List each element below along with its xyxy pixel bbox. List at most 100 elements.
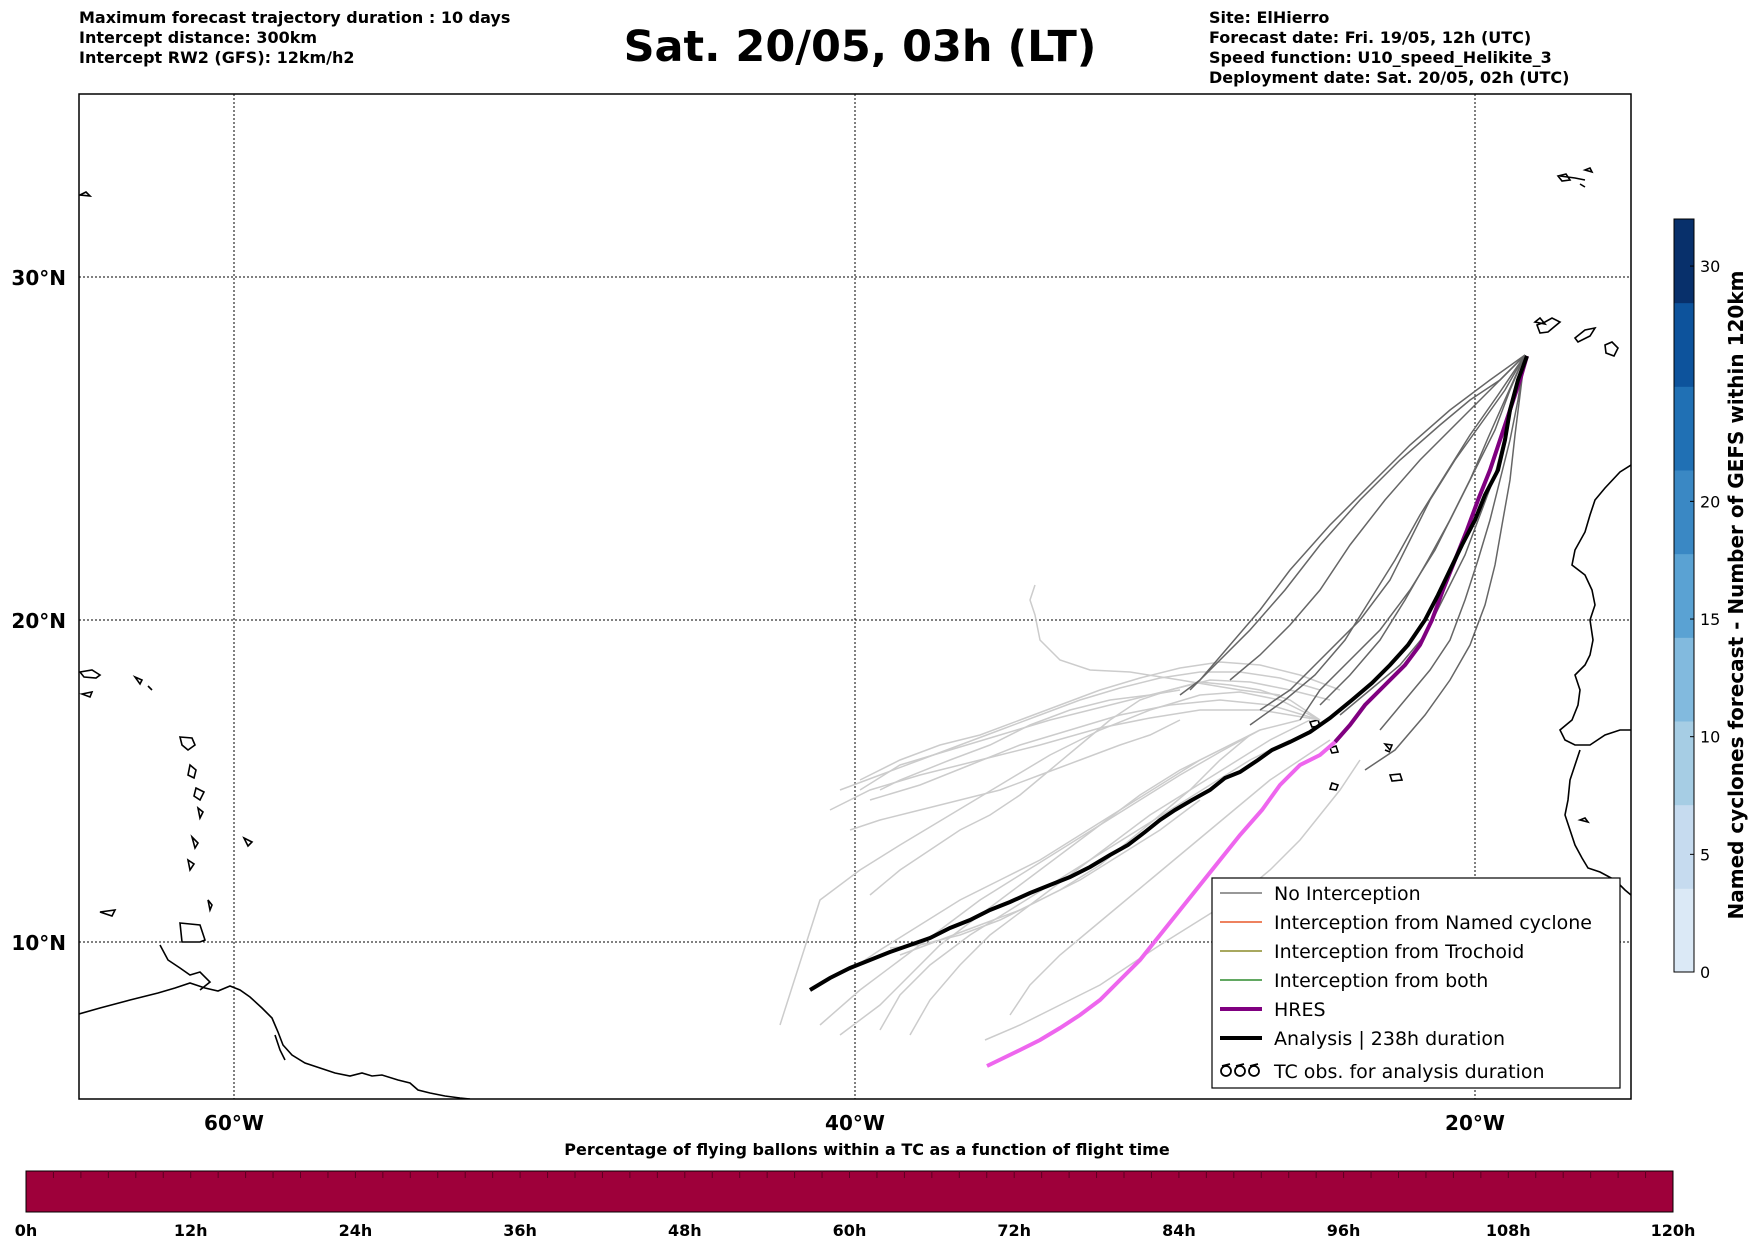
legend-labels: No Interception Interception from Named … [1273, 883, 1592, 1083]
venezuela-inlet [274, 1034, 286, 1061]
legend-swatch-tc-obs [1220, 1063, 1260, 1077]
ensemble-track [1249, 354, 1526, 726]
flight-time-tick-label: 108h [1486, 1221, 1531, 1240]
cyclone-count-colorbar: 0 5 10 15 20 30 Named cyclones forecast - Num… [1673, 218, 1748, 982]
flight-time-tick-label: 12h [174, 1221, 208, 1240]
flight-time-tick-label: 84h [1162, 1221, 1196, 1240]
intercept-rw2-text: Intercept RW2 (GFS): 12km/h2 [79, 48, 355, 67]
legend-label-named-cyclone: Interception from Named cyclone [1274, 912, 1592, 934]
ensemble-track [779, 691, 1321, 1026]
flight-time-tick-label: 96h [1327, 1221, 1361, 1240]
cape-verde-3 [1383, 742, 1394, 752]
flight-time-colorbar-ticks: 0h 12h 24h 36h 48h 60h 72h 84h 96h 108h 120h [15, 1221, 1696, 1240]
bijagos [1577, 817, 1590, 824]
colorbar-tick-label: 30 [1700, 257, 1720, 276]
forecast-date-text: Forecast date: Fri. 19/05, 12h (UTC) [1209, 28, 1532, 47]
intercept-distance-text: Intercept distance: 300km [79, 28, 318, 47]
flight-time-colorbar: Percentage of flying ballons within a TC… [15, 1140, 1696, 1240]
flight-time-colorbar-segments [52, 1171, 1647, 1178]
caribbean-island-3 [132, 675, 144, 686]
ensemble-track [1364, 354, 1526, 771]
colorbar-tick-label: 10 [1700, 728, 1720, 747]
lon-label-40w: 40°W [825, 1111, 885, 1135]
flight-time-tick-label: 0h [15, 1221, 38, 1240]
colorbar-segment [1674, 470, 1694, 555]
colorbar-ticks: 0 5 10 15 20 30 [1690, 257, 1720, 982]
ensemble-tracks-dark [1179, 354, 1526, 771]
flight-time-tick-label: 60h [833, 1221, 867, 1240]
paria-coast [159, 944, 212, 991]
forecast-parameters: Maximum forecast trajectory duration : 1… [79, 8, 510, 68]
caribbean-island-12 [207, 899, 213, 913]
flight-time-tick-label: 48h [668, 1221, 702, 1240]
colorbar-segment [1674, 553, 1694, 638]
ensemble-track [869, 699, 1321, 801]
ensemble-track [1229, 354, 1526, 681]
caribbean-island-11 [242, 836, 254, 848]
colorbar-tick-label: 0 [1700, 963, 1710, 982]
legend-label-trochoid: Interception from Trochoid [1274, 941, 1524, 963]
ensemble-track [1179, 354, 1526, 696]
caribbean-island-8 [196, 806, 205, 821]
site-info: Site: ElHierro Forecast date: Fri. 19/05… [1209, 8, 1569, 88]
legend-box [1211, 877, 1621, 1089]
ensemble-track [849, 719, 1181, 831]
ensemble-tracks-light [779, 584, 1361, 1041]
latitude-labels: 30°N 20°N 10°N [11, 266, 66, 955]
coastlines [79, 166, 1631, 1099]
legend-label-hres: HRES [1274, 999, 1326, 1021]
ensemble-track [899, 734, 1251, 956]
ensemble-track [859, 661, 1341, 781]
madeira-1 [1559, 175, 1586, 181]
cape-verde-5 [1388, 773, 1404, 782]
trinidad-coast [179, 922, 206, 943]
legend: No Interception Interception from Named … [1211, 877, 1621, 1089]
caribbean-island-2 [79, 690, 94, 699]
map-frame [78, 93, 1632, 1100]
canary-1 [1535, 317, 1562, 334]
caribbean-island-1 [79, 669, 102, 679]
ensemble-track [1259, 354, 1526, 711]
lon-label-20w: 20°W [1445, 1111, 1505, 1135]
caribbean-island-7 [193, 786, 206, 802]
flight-time-tick-label: 120h [1651, 1221, 1696, 1240]
africa-coast [1559, 464, 1631, 746]
canary-3 [1533, 316, 1548, 326]
ensemble-track [839, 729, 1261, 1036]
colorbar-segment [1674, 219, 1694, 304]
colorbar-segment [1674, 721, 1694, 806]
lon-label-60w: 60°W [204, 1111, 264, 1135]
south-america-coast [79, 982, 471, 1099]
colorbar-segment [1674, 804, 1694, 889]
legend-label-analysis: Analysis | 238h duration [1274, 1028, 1505, 1050]
legend-label-no-interception: No Interception [1274, 883, 1421, 905]
cape-verde-4 [1328, 781, 1340, 791]
lat-label-30n: 30°N [11, 266, 66, 290]
lat-label-20n: 20°N [11, 609, 66, 633]
ensemble-track [1189, 354, 1526, 691]
caribbean-island-13 [99, 909, 117, 917]
colorbar-segment [1674, 302, 1694, 387]
flight-time-colorbar-title: Percentage of flying ballons within a TC… [564, 1140, 1170, 1159]
colorbar-label: Named cyclones forecast - Number of GEFS… [1724, 271, 1748, 920]
site-text: Site: ElHierro [1209, 8, 1330, 27]
colorbar-frame [1673, 218, 1695, 973]
lat-label-10n: 10°N [11, 931, 66, 955]
flight-time-tick-label: 36h [503, 1221, 537, 1240]
legend-label-tc-obs: TC obs. for analysis duration [1273, 1061, 1545, 1083]
madeira-3 [1579, 183, 1586, 188]
ensemble-track [1029, 584, 1281, 696]
ensemble-track [879, 689, 1181, 791]
ensemble-track [909, 719, 1311, 1036]
colorbar-segment [1674, 637, 1694, 722]
ensemble-track [879, 739, 1291, 1031]
colorbar-segment [1674, 888, 1694, 973]
colorbar-gradient [1674, 219, 1694, 973]
deployment-date-text: Deployment date: Sat. 20/05, 02h (UTC) [1209, 68, 1570, 87]
madeira-2 [1582, 166, 1594, 174]
analysis-track-main [808, 355, 1529, 992]
legend-label-both: Interception from both [1274, 970, 1488, 992]
ensemble-track [1379, 354, 1526, 731]
ensemble-track [1319, 354, 1526, 706]
